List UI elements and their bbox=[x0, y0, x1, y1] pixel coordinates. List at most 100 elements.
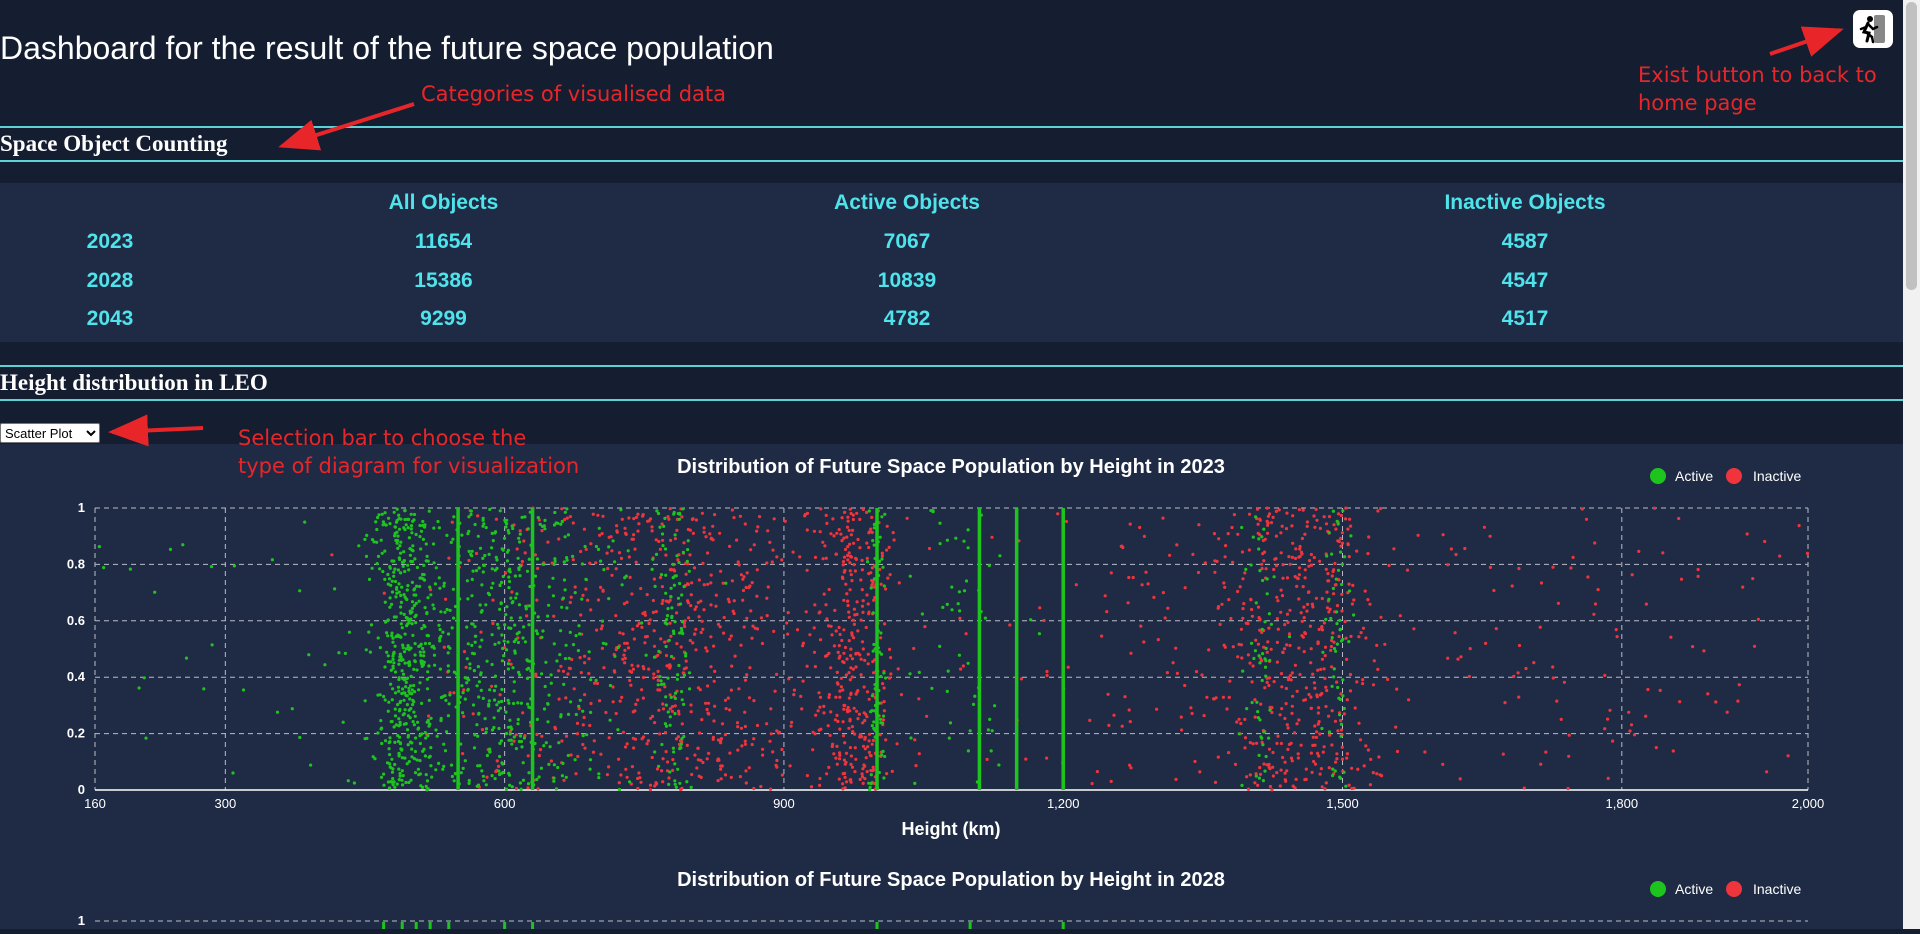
scatter-point bbox=[792, 688, 797, 692]
scatter-point bbox=[1372, 659, 1376, 663]
scatter-point bbox=[986, 728, 991, 732]
scatter-point bbox=[409, 524, 414, 528]
scatter-point bbox=[637, 522, 641, 526]
scatter-point bbox=[679, 742, 683, 746]
scatter-point bbox=[711, 737, 715, 741]
scatter-point bbox=[1341, 509, 1345, 513]
scatter-point bbox=[601, 641, 606, 645]
scatter-point bbox=[600, 619, 605, 623]
scatter-point bbox=[665, 617, 669, 622]
scatter-point bbox=[728, 544, 732, 548]
scatter-point bbox=[424, 784, 428, 788]
scatter-point bbox=[883, 512, 887, 516]
scatter-point bbox=[1258, 718, 1262, 722]
scatter-point bbox=[686, 599, 690, 603]
scatter-point bbox=[1342, 706, 1346, 711]
scatter-point bbox=[594, 561, 598, 565]
scatter-point bbox=[1205, 695, 1209, 699]
scatter-point bbox=[404, 693, 408, 697]
scatter-point bbox=[1215, 559, 1219, 563]
scatter-point bbox=[1297, 718, 1301, 722]
scatter-point bbox=[414, 532, 418, 537]
scatter-point bbox=[1368, 602, 1372, 606]
scatter-point bbox=[862, 685, 866, 689]
scatter-point bbox=[559, 629, 563, 633]
scatter-point bbox=[601, 589, 605, 593]
scatter-point bbox=[1339, 513, 1343, 518]
scatter-point bbox=[1344, 636, 1348, 640]
scatter-point bbox=[557, 741, 561, 745]
scatter-point bbox=[1285, 511, 1289, 515]
scatter-point bbox=[669, 634, 673, 638]
scatter-point bbox=[1197, 523, 1201, 527]
scatter-point bbox=[842, 628, 846, 632]
scatter-point bbox=[682, 585, 686, 589]
scatter-point bbox=[1318, 693, 1323, 697]
legend-inactive-marker bbox=[1726, 468, 1742, 484]
scatter-point bbox=[401, 646, 405, 650]
chart-type-select[interactable]: Scatter Plot bbox=[0, 423, 100, 443]
scatter-point bbox=[621, 632, 625, 636]
scatter-point bbox=[673, 696, 678, 701]
scatter-point bbox=[1254, 774, 1258, 778]
scatter-point bbox=[504, 710, 508, 714]
scatter-point bbox=[669, 567, 673, 571]
scatter-point bbox=[1305, 524, 1309, 528]
scatter-point bbox=[819, 507, 823, 511]
exit-button[interactable] bbox=[1853, 10, 1893, 48]
scatter-point bbox=[575, 721, 580, 725]
scatter-point bbox=[870, 694, 875, 698]
scatter-point bbox=[352, 781, 356, 785]
scatter-point bbox=[412, 723, 416, 727]
arrow-to-select bbox=[108, 414, 204, 447]
scatter-point bbox=[686, 562, 690, 566]
scatter-point bbox=[961, 664, 966, 668]
scatter-point bbox=[848, 709, 852, 713]
scatter-point bbox=[535, 777, 539, 782]
scatter-point bbox=[1696, 567, 1700, 572]
scatter-point bbox=[1311, 605, 1315, 609]
scatter-point bbox=[330, 553, 334, 557]
scatter-point bbox=[1338, 713, 1342, 717]
scatter-point bbox=[605, 551, 609, 555]
scatter-point bbox=[1295, 584, 1299, 588]
scatter-point bbox=[868, 753, 873, 758]
scatter-point bbox=[1318, 732, 1322, 736]
scatter-point bbox=[461, 691, 465, 695]
scatter-point bbox=[841, 734, 846, 738]
scatter-point bbox=[824, 556, 828, 560]
scatter-point bbox=[663, 640, 667, 644]
scatter-point bbox=[652, 629, 656, 633]
scatter-point bbox=[1352, 786, 1356, 790]
scatter-point bbox=[472, 746, 477, 750]
scatter-point bbox=[616, 645, 620, 650]
scatter-point bbox=[696, 601, 700, 605]
scatter-point bbox=[536, 615, 540, 619]
active-objects-cell: 4782 bbox=[883, 307, 931, 331]
scatter-point bbox=[1315, 730, 1319, 734]
scatter-point bbox=[583, 746, 587, 750]
scatter-point bbox=[399, 551, 403, 555]
scatter-point bbox=[769, 787, 773, 791]
scatter-point bbox=[849, 573, 853, 577]
scatter-point bbox=[400, 691, 404, 696]
scatter-point bbox=[594, 678, 598, 682]
scatter-point bbox=[1482, 525, 1486, 529]
scatter-point bbox=[626, 646, 631, 650]
scatter-point bbox=[1246, 787, 1251, 791]
scatter-point bbox=[509, 725, 513, 729]
table-row: 2023 11654 7067 4587 bbox=[0, 223, 1903, 262]
scatter-point bbox=[744, 769, 748, 773]
scatter-point bbox=[181, 543, 185, 547]
scatter-point bbox=[848, 561, 852, 565]
scatter-point bbox=[418, 772, 422, 776]
scatter-point bbox=[507, 575, 511, 579]
scatter-point bbox=[699, 775, 703, 779]
scrollbar-thumb[interactable] bbox=[1906, 2, 1917, 290]
scatter-point bbox=[835, 531, 839, 535]
scatter-point bbox=[421, 519, 425, 524]
scatter-point bbox=[380, 741, 384, 746]
scatter-point bbox=[947, 736, 951, 740]
scatter-point bbox=[1608, 708, 1612, 712]
scatter-point bbox=[1276, 599, 1280, 603]
